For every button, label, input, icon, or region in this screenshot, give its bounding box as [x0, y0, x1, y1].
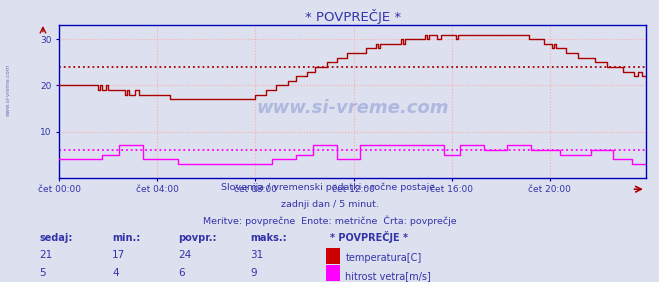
- Text: 21: 21: [40, 250, 53, 260]
- Text: 6: 6: [178, 268, 185, 278]
- Text: maks.:: maks.:: [250, 233, 287, 243]
- Title: * POVPREČJE *: * POVPREČJE *: [304, 9, 401, 24]
- Text: 9: 9: [250, 268, 257, 278]
- Text: min.:: min.:: [112, 233, 140, 243]
- Text: hitrost vetra[m/s]: hitrost vetra[m/s]: [345, 271, 431, 281]
- Text: temperatura[C]: temperatura[C]: [345, 253, 422, 263]
- Text: zadnji dan / 5 minut.: zadnji dan / 5 minut.: [281, 200, 378, 209]
- Text: sedaj:: sedaj:: [40, 233, 73, 243]
- Text: povpr.:: povpr.:: [178, 233, 216, 243]
- Text: Meritve: povprečne  Enote: metrične  Črta: povprečje: Meritve: povprečne Enote: metrične Črta:…: [203, 216, 456, 226]
- Text: Slovenija / vremenski podatki - ročne postaje.: Slovenija / vremenski podatki - ročne po…: [221, 183, 438, 192]
- Text: 31: 31: [250, 250, 264, 260]
- Text: 17: 17: [112, 250, 125, 260]
- Text: 24: 24: [178, 250, 191, 260]
- Text: * POVPREČJE *: * POVPREČJE *: [330, 231, 407, 243]
- Text: www.si-vreme.com: www.si-vreme.com: [256, 99, 449, 117]
- Text: 4: 4: [112, 268, 119, 278]
- Text: www.si-vreme.com: www.si-vreme.com: [5, 64, 11, 116]
- Text: 5: 5: [40, 268, 46, 278]
